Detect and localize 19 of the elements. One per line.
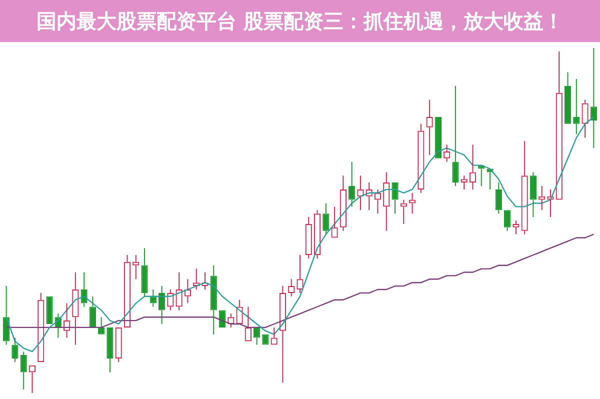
candlestick (210, 264, 217, 335)
candlestick (141, 248, 148, 297)
candlestick (452, 85, 459, 186)
candlestick (106, 327, 114, 373)
candlestick (158, 286, 166, 324)
candlestick (478, 165, 485, 186)
chart-title: 国内最大股票配资平台 股票配资三：抓住机遇，放大收益！ (0, 0, 600, 42)
candlestick (12, 337, 18, 362)
candlestick (3, 286, 10, 346)
candlestick (590, 48, 597, 149)
candlestick (392, 182, 398, 214)
candlestick (504, 210, 511, 232)
candlestick (89, 296, 96, 328)
candlestick (530, 172, 537, 218)
candlestick (348, 161, 356, 208)
candlestick (322, 202, 330, 235)
candlestick (495, 182, 502, 214)
candlestick (564, 72, 572, 124)
candlestick (20, 351, 27, 390)
